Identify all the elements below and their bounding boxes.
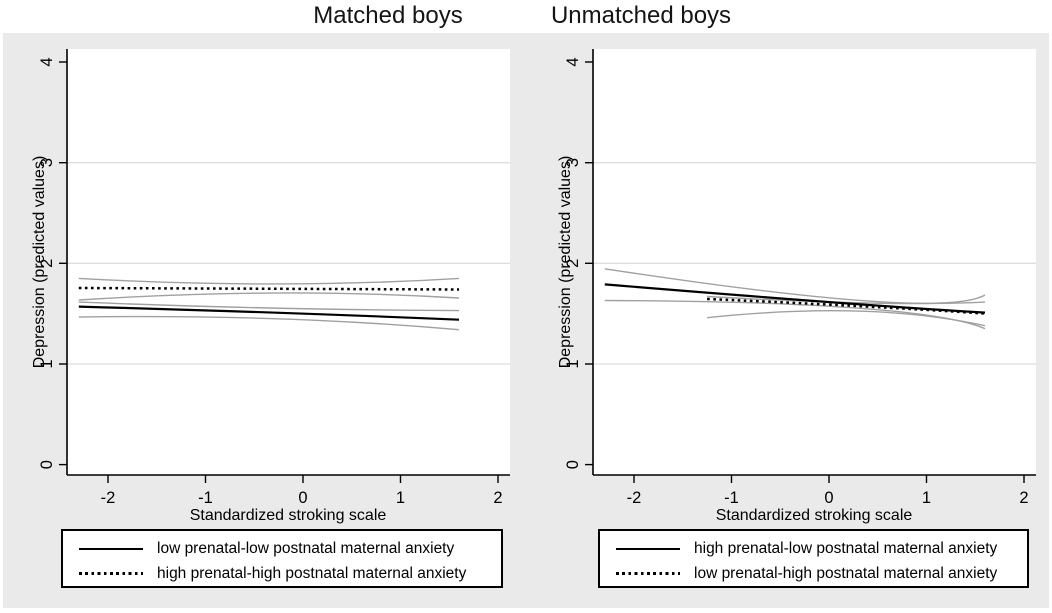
confidence-interval-line bbox=[78, 277, 460, 285]
legend-label: high prenatal-high postnatal maternal an… bbox=[157, 564, 467, 582]
y-axis-title: Depression (predicted values) bbox=[31, 156, 48, 369]
confidence-interval-line bbox=[78, 315, 460, 331]
y-tick-label: 0 bbox=[38, 460, 56, 469]
x-tick-label: 0 bbox=[824, 489, 833, 507]
x-tick-label: -2 bbox=[627, 489, 642, 507]
legend-entry: low prenatal-low postnatal maternal anxi… bbox=[63, 536, 501, 561]
x-axis-title: Standardized stroking scale bbox=[716, 507, 913, 524]
confidence-interval-line bbox=[707, 310, 986, 327]
x-axis-title: Standardized stroking scale bbox=[190, 507, 387, 524]
dotted-line-sample-icon bbox=[79, 572, 143, 575]
dotted-prediction-line bbox=[78, 286, 460, 291]
plot-area bbox=[593, 49, 1036, 475]
legend-label: high prenatal-low postnatal maternal anx… bbox=[694, 539, 998, 557]
legend-entry: low prenatal-high postnatal maternal anx… bbox=[600, 561, 1027, 586]
y-tick-label: 1 bbox=[564, 359, 582, 368]
panel-title-unmatched-boys: Unmatched boys bbox=[550, 2, 732, 29]
solid-line-sample-icon bbox=[616, 547, 680, 550]
y-tick-label: 4 bbox=[564, 57, 582, 66]
y-tick-label: 1 bbox=[38, 359, 56, 368]
legend-label: low prenatal-high postnatal maternal anx… bbox=[694, 564, 998, 582]
legend-entry: high prenatal-high postnatal maternal an… bbox=[63, 561, 501, 586]
confidence-interval-line bbox=[604, 268, 986, 304]
confidence-interval-line bbox=[707, 295, 986, 305]
y-tick-label: 2 bbox=[38, 259, 56, 268]
legend-entry: high prenatal-low postnatal maternal anx… bbox=[600, 536, 1027, 561]
solid-line-sample-icon bbox=[79, 547, 143, 550]
y-tick-label: 2 bbox=[564, 259, 582, 268]
x-tick-label: -1 bbox=[724, 489, 739, 507]
x-tick-label: 0 bbox=[298, 489, 307, 507]
legend-matched-boys: low prenatal-low postnatal maternal anxi… bbox=[61, 529, 503, 588]
solid-prediction-line bbox=[604, 283, 986, 314]
x-tick-label: -2 bbox=[101, 489, 116, 507]
y-tick-label: 3 bbox=[38, 158, 56, 167]
x-tick-label: 1 bbox=[922, 489, 931, 507]
legend-unmatched-boys: high prenatal-low postnatal maternal anx… bbox=[598, 529, 1029, 588]
solid-prediction-line bbox=[78, 305, 460, 321]
x-tick-label: -1 bbox=[198, 489, 213, 507]
y-tick-label: 3 bbox=[564, 158, 582, 167]
panel-title-matched-boys: Matched boys bbox=[313, 2, 463, 29]
y-tick-label: 4 bbox=[38, 57, 56, 66]
dotted-line-sample-icon bbox=[616, 572, 680, 575]
x-tick-label: 1 bbox=[396, 489, 405, 507]
x-tick-label: 2 bbox=[493, 489, 502, 507]
x-tick-label: 2 bbox=[1019, 489, 1028, 507]
y-axis-title: Depression (predicted values) bbox=[557, 156, 574, 369]
confidence-interval-line bbox=[78, 292, 460, 301]
legend-label: low prenatal-low postnatal maternal anxi… bbox=[157, 539, 455, 557]
y-tick-label: 0 bbox=[564, 460, 582, 469]
plot-area bbox=[67, 49, 510, 475]
confidence-interval-line bbox=[78, 301, 460, 312]
